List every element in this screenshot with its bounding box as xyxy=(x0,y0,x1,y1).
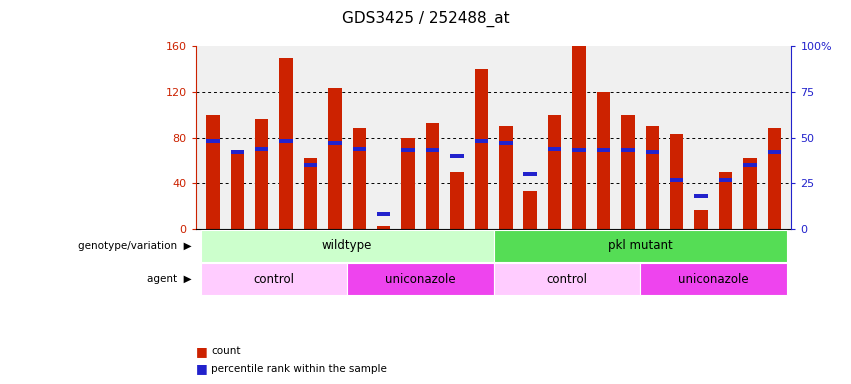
Text: uniconazole: uniconazole xyxy=(385,273,455,286)
Bar xyxy=(548,147,562,151)
Bar xyxy=(646,126,659,229)
Bar xyxy=(499,141,512,145)
Bar xyxy=(377,212,391,217)
Bar xyxy=(328,141,341,145)
Bar xyxy=(352,128,366,229)
Bar xyxy=(255,147,268,151)
Bar xyxy=(646,150,659,154)
Bar xyxy=(201,230,494,262)
Bar xyxy=(475,69,488,229)
Bar xyxy=(402,148,414,152)
Bar xyxy=(352,147,366,151)
Text: wildtype: wildtype xyxy=(322,239,372,252)
Bar xyxy=(523,172,537,176)
Bar xyxy=(548,115,562,229)
Text: GDS3425 / 252488_at: GDS3425 / 252488_at xyxy=(342,11,509,27)
Bar xyxy=(377,226,391,229)
Bar xyxy=(694,210,708,229)
Bar xyxy=(426,148,439,152)
Bar xyxy=(206,139,220,143)
Bar xyxy=(621,115,635,229)
Bar xyxy=(450,172,464,229)
Bar xyxy=(573,148,585,152)
Bar xyxy=(719,178,732,182)
Bar xyxy=(279,139,293,143)
Text: pkl mutant: pkl mutant xyxy=(608,239,672,252)
Bar xyxy=(499,126,512,229)
Bar xyxy=(201,263,347,295)
Bar xyxy=(743,163,757,167)
Bar xyxy=(621,148,635,152)
Bar xyxy=(347,263,494,295)
Bar xyxy=(231,151,244,229)
Bar xyxy=(304,158,317,229)
Bar xyxy=(328,88,341,229)
Text: ■: ■ xyxy=(196,362,208,375)
Bar xyxy=(640,263,786,295)
Bar xyxy=(255,119,268,229)
Text: count: count xyxy=(211,346,241,356)
Bar xyxy=(743,158,757,229)
Bar xyxy=(494,263,640,295)
Text: genotype/variation  ▶: genotype/variation ▶ xyxy=(77,241,191,251)
Bar xyxy=(279,58,293,229)
Bar xyxy=(450,154,464,158)
Bar xyxy=(573,46,585,229)
Bar xyxy=(523,191,537,229)
Bar xyxy=(694,194,708,198)
Bar xyxy=(231,150,244,154)
Bar xyxy=(597,148,610,152)
Bar xyxy=(719,172,732,229)
Text: ■: ■ xyxy=(196,345,208,358)
Text: control: control xyxy=(254,273,294,286)
Bar xyxy=(304,163,317,167)
Text: percentile rank within the sample: percentile rank within the sample xyxy=(211,364,387,374)
Bar xyxy=(494,230,786,262)
Bar xyxy=(475,139,488,143)
Text: control: control xyxy=(546,273,587,286)
Text: agent  ▶: agent ▶ xyxy=(147,274,191,284)
Bar xyxy=(768,128,781,229)
Bar xyxy=(597,92,610,229)
Bar xyxy=(206,115,220,229)
Bar xyxy=(670,178,683,182)
Bar xyxy=(426,123,439,229)
Bar xyxy=(402,137,414,229)
Text: uniconazole: uniconazole xyxy=(678,273,749,286)
Bar xyxy=(768,150,781,154)
Bar xyxy=(670,134,683,229)
